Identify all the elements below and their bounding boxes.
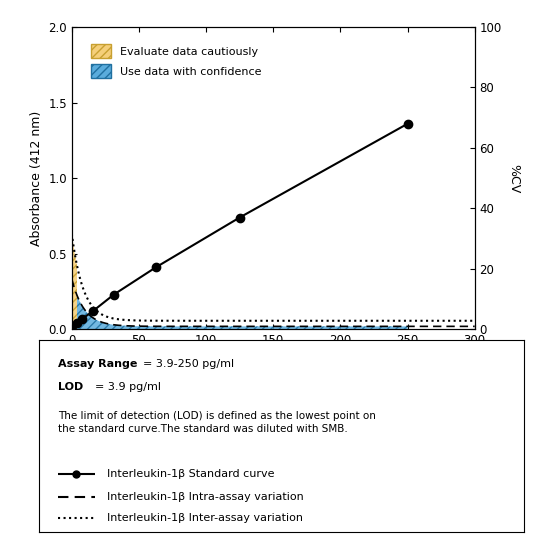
Text: Assay Range: Assay Range <box>58 360 137 369</box>
Y-axis label: Absorbance (412 nm): Absorbance (412 nm) <box>30 111 43 246</box>
X-axis label: Interleukin-1β (pg/ml): Interleukin-1β (pg/ml) <box>196 353 351 366</box>
Text: Interleukin-1β Inter-assay variation: Interleukin-1β Inter-assay variation <box>107 514 302 523</box>
Text: Interleukin-1β Intra-assay variation: Interleukin-1β Intra-assay variation <box>107 492 304 502</box>
Legend: Evaluate data cautiously, Use data with confidence: Evaluate data cautiously, Use data with … <box>86 38 267 84</box>
Text: = 3.9-250 pg/ml: = 3.9-250 pg/ml <box>143 360 234 369</box>
Y-axis label: %CV: %CV <box>507 164 521 193</box>
Text: The limit of detection (LOD) is defined as the lowest point on
the standard curv: The limit of detection (LOD) is defined … <box>58 411 376 434</box>
Text: LOD: LOD <box>58 382 83 393</box>
Text: = 3.9 pg/ml: = 3.9 pg/ml <box>94 382 161 393</box>
Text: Interleukin-1β Standard curve: Interleukin-1β Standard curve <box>107 469 274 480</box>
